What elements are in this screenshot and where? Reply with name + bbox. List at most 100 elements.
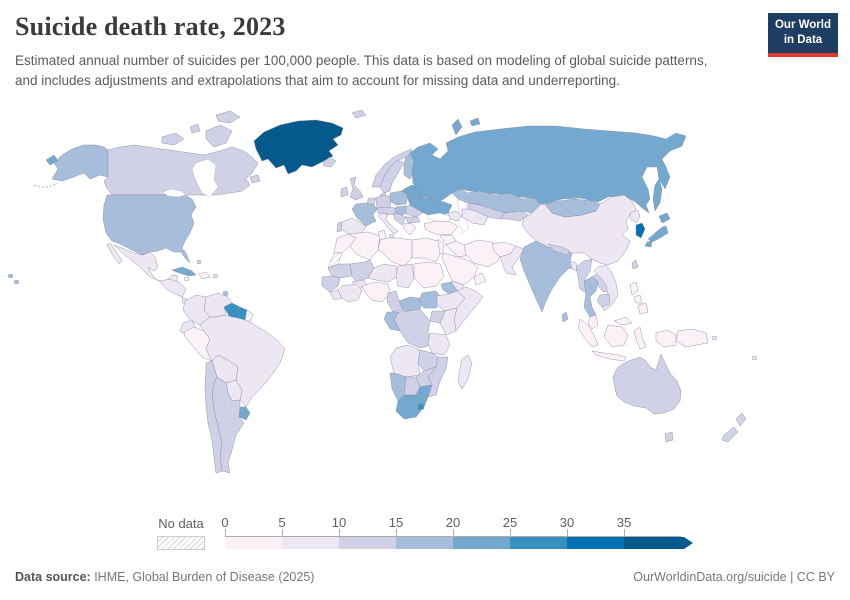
country-italy-sicily[interactable] — [389, 234, 394, 238]
country-sudan[interactable] — [414, 262, 444, 288]
country-usa-hawaii[interactable] — [8, 274, 19, 284]
country-svalbard[interactable] — [352, 110, 366, 118]
footer-source-label: Data source: — [15, 570, 91, 584]
owid-logo-line2: in Data — [772, 33, 834, 48]
footer-source: Data source: IHME, Global Burden of Dise… — [15, 570, 314, 584]
country-indonesia-borneo[interactable] — [604, 325, 628, 347]
country-hispaniola[interactable] — [199, 272, 210, 279]
country-thailand[interactable] — [584, 277, 598, 317]
country-japan-honshu[interactable] — [648, 226, 668, 242]
country-japan-kyushu[interactable] — [645, 241, 652, 247]
country-nigeria[interactable] — [362, 282, 390, 302]
country-philippines-visayas[interactable] — [634, 295, 642, 303]
legend-tick-label: 25 — [503, 515, 517, 530]
page-title: Suicide death rate, 2023 — [15, 12, 755, 42]
country-jamaica[interactable] — [184, 277, 189, 281]
country-tanzania[interactable] — [428, 333, 450, 355]
country-cuba[interactable] — [172, 267, 196, 276]
country-canada-victoria-island[interactable] — [162, 133, 184, 145]
legend-tick-line — [453, 529, 454, 537]
country-uruguay[interactable] — [239, 407, 250, 420]
country-malaysia-borneo[interactable] — [614, 317, 632, 325]
country-greece[interactable] — [404, 223, 416, 235]
owid-logo-stripe — [768, 53, 838, 57]
country-canada-ellesmere-island[interactable] — [216, 111, 240, 123]
country-libya[interactable] — [378, 238, 412, 266]
country-angola[interactable] — [390, 345, 420, 377]
country-canada[interactable] — [104, 145, 258, 195]
country-indonesia-papua[interactable] — [656, 330, 676, 347]
country-new-zealand-south[interactable] — [722, 427, 738, 442]
country-chad[interactable] — [396, 264, 414, 288]
legend-tick-label: 35 — [617, 515, 631, 530]
country-drc[interactable] — [394, 309, 432, 348]
chart-subtitle: Estimated annual number of suicides per … — [15, 51, 733, 90]
legend-tick-label: 5 — [278, 515, 285, 530]
legend-bucket-6[interactable] — [567, 537, 624, 549]
legend-tick-line — [282, 529, 283, 537]
country-philippines-luzon[interactable] — [630, 282, 638, 295]
country-bahamas[interactable] — [197, 260, 201, 264]
legend-tick-line — [225, 529, 226, 537]
legend-bucket-0[interactable] — [225, 537, 282, 549]
country-ivory-coast-ghana[interactable] — [338, 284, 362, 302]
country-sri-lanka[interactable] — [562, 312, 568, 322]
country-alaska[interactable] — [52, 145, 108, 181]
world-map-svg — [0, 105, 850, 505]
footer-source-value: IHME, Global Burden of Disease (2025) — [91, 570, 315, 584]
country-central-america[interactable] — [160, 279, 186, 297]
legend-tick-label: 15 — [389, 515, 403, 530]
country-australia[interactable] — [613, 354, 681, 414]
legend-bucket-4[interactable] — [453, 537, 510, 549]
legend-bucket-3[interactable] — [396, 537, 453, 549]
legend-color-scale: 05101520253035 — [225, 513, 693, 555]
country-philippines-mindanao[interactable] — [638, 303, 648, 314]
legend-no-data-label: No data — [158, 516, 204, 531]
country-australia-tasmania[interactable] — [665, 432, 673, 442]
country-madagascar[interactable] — [458, 355, 472, 389]
legend-tick-label: 30 — [560, 515, 574, 530]
legend-tick-line — [510, 529, 511, 537]
country-uk[interactable] — [350, 177, 363, 200]
country-russia[interactable] — [410, 126, 686, 213]
country-senegal-guinea[interactable] — [322, 276, 340, 292]
country-algeria[interactable] — [348, 232, 380, 260]
legend-bucket-2[interactable] — [339, 537, 396, 549]
legend-bucket-5[interactable] — [510, 537, 567, 549]
country-oman[interactable] — [474, 273, 486, 285]
country-turkey[interactable] — [424, 221, 458, 235]
country-new-zealand-north[interactable] — [736, 413, 746, 426]
aleutian-islands — [34, 183, 58, 187]
footer-citation-link[interactable]: OurWorldinData.org/suicide | CC BY — [633, 570, 835, 584]
country-canada-arctic-island[interactable] — [190, 124, 200, 133]
legend-no-data-swatch[interactable] — [157, 536, 205, 550]
country-canada-newfoundland[interactable] — [250, 175, 260, 183]
country-south-korea[interactable] — [636, 223, 645, 238]
country-mexico-baja[interactable] — [107, 243, 122, 264]
country-indonesia-java[interactable] — [592, 351, 626, 361]
owid-logo-box: Our World in Data — [768, 13, 838, 53]
country-puerto-rico[interactable] — [213, 274, 218, 278]
legend-tick-label: 0 — [221, 515, 228, 530]
legend-bucket-7[interactable] — [624, 537, 693, 549]
legend-tick-line — [624, 529, 625, 537]
country-japan-hokkaido[interactable] — [659, 213, 670, 223]
country-ireland[interactable] — [341, 187, 348, 197]
country-portugal[interactable] — [337, 222, 342, 232]
country-solomon-islands[interactable] — [712, 336, 717, 340]
country-bulgaria[interactable] — [406, 217, 420, 223]
country-canada-baffin-island[interactable] — [206, 125, 232, 147]
legend-tick-line — [396, 529, 397, 537]
country-poland[interactable] — [390, 191, 408, 205]
country-indonesia-sulawesi[interactable] — [634, 327, 646, 349]
country-russia-sakhalin[interactable] — [653, 179, 662, 211]
owid-logo-line1: Our World — [772, 18, 834, 33]
legend-tick-line — [567, 529, 568, 537]
owid-logo: Our World in Data — [768, 13, 838, 57]
country-malaysia[interactable] — [588, 315, 598, 329]
country-papua-new-guinea[interactable] — [676, 329, 708, 347]
country-fiji[interactable] — [752, 356, 757, 360]
legend-bucket-1[interactable] — [282, 537, 339, 549]
country-taiwan[interactable] — [632, 260, 638, 269]
country-egypt[interactable] — [412, 238, 440, 262]
